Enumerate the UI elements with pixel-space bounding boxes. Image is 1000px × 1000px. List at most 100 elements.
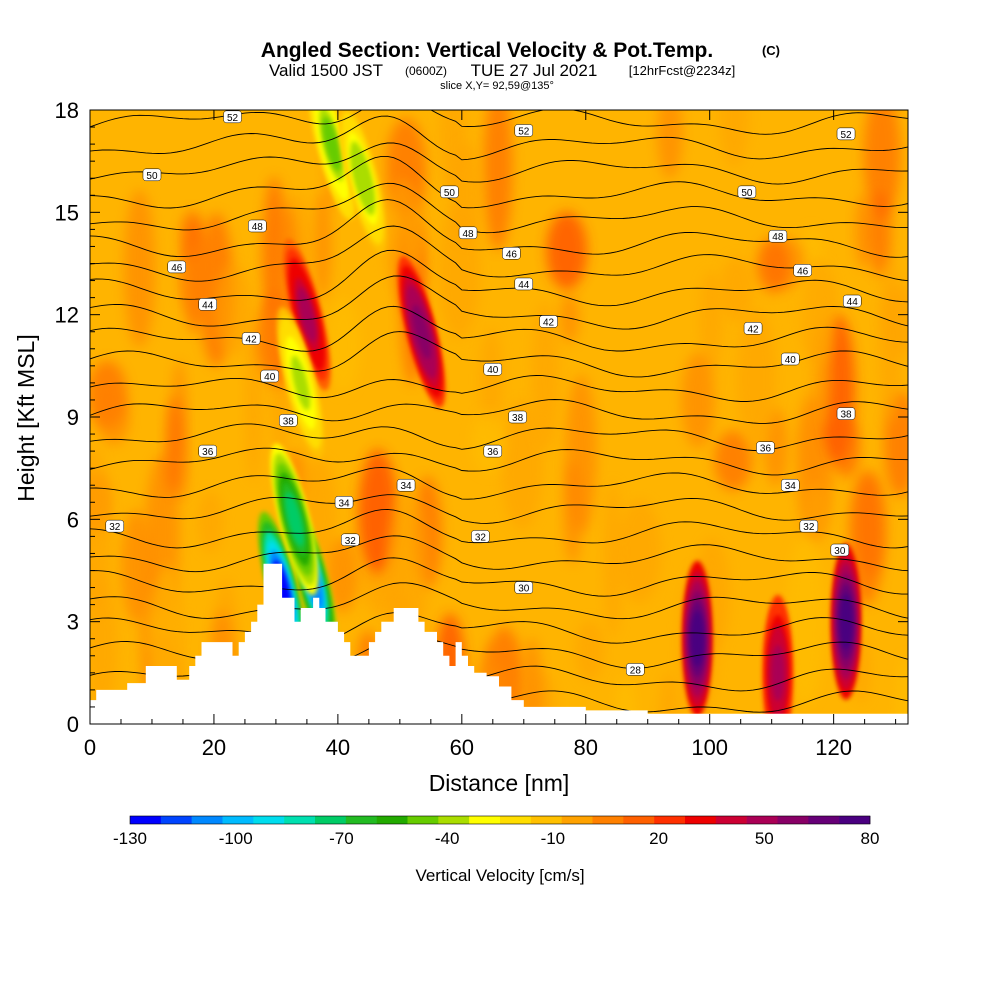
svg-text:46: 46 xyxy=(506,249,518,260)
svg-text:46: 46 xyxy=(797,266,809,277)
x-tick-label: 120 xyxy=(815,735,852,760)
velocity-patch xyxy=(863,110,901,219)
x-tick-label: 40 xyxy=(326,735,350,760)
isentrope-line xyxy=(90,115,908,161)
isentrope-line xyxy=(90,508,908,549)
isentrope-label: 46 xyxy=(502,247,521,260)
isentrope-label: 40 xyxy=(483,362,503,376)
forecast-label: [12hrFcst@2234z] xyxy=(629,63,735,78)
isentrope-line xyxy=(90,535,908,573)
velocity-patch xyxy=(479,328,503,432)
isentrope-label: 42 xyxy=(241,332,261,346)
isentrope-label: 38 xyxy=(836,407,856,421)
isentrope-label: 52 xyxy=(223,110,242,124)
colorbar-frame xyxy=(129,815,871,825)
isentrope-label: 34 xyxy=(781,478,800,492)
isentrope-label: 50 xyxy=(142,168,162,182)
x-tick-label: 60 xyxy=(450,735,474,760)
isentrope-label: 44 xyxy=(198,298,217,311)
velocity-patch xyxy=(123,189,156,348)
velocity-patch xyxy=(120,509,152,624)
isentrope-label: 44 xyxy=(842,294,862,308)
isentrope-line xyxy=(90,142,908,185)
velocity-patch xyxy=(165,396,184,495)
velocity-cell xyxy=(322,116,342,172)
y-tick-label: 15 xyxy=(55,200,79,225)
svg-text:50: 50 xyxy=(444,188,456,199)
isentrope-label: 48 xyxy=(248,219,267,233)
isentrope-label: 42 xyxy=(743,322,763,335)
slice-label: slice X,Y= 92,59@135° xyxy=(440,80,554,92)
svg-text:32: 32 xyxy=(803,522,815,533)
isentrope-label: 32 xyxy=(471,530,490,543)
velocity-cell xyxy=(297,287,317,342)
colorbar-tick-label: -70 xyxy=(329,829,354,848)
velocity-patch xyxy=(785,536,825,707)
isentrope-label: 30 xyxy=(830,543,850,557)
velocity-patch xyxy=(681,352,715,449)
colorbar-tick-label: -40 xyxy=(435,829,460,848)
colorbar-swatch xyxy=(191,816,223,824)
isentrope-line xyxy=(90,225,908,282)
colorbar-swatch xyxy=(685,816,717,824)
x-tick-label: 100 xyxy=(691,735,728,760)
svg-text:38: 38 xyxy=(283,416,295,427)
isentrope-line xyxy=(90,494,908,524)
isentrope-label: 40 xyxy=(260,369,279,383)
colorbar-swatch xyxy=(438,816,470,824)
isentrope-label: 50 xyxy=(737,185,757,199)
colorbar-swatch xyxy=(315,816,347,824)
svg-text:48: 48 xyxy=(772,232,784,243)
velocity-patch xyxy=(868,190,892,277)
colorbar-swatch xyxy=(561,816,593,824)
colorbar-tick-label: -10 xyxy=(541,829,566,848)
colorbar-swatch xyxy=(469,816,501,824)
velocity-cell xyxy=(690,610,704,667)
isentrope-label: 30 xyxy=(514,581,534,595)
colorbar-swatch xyxy=(592,816,624,824)
velocity-patch xyxy=(313,189,332,300)
y-tick-label: 18 xyxy=(55,98,79,123)
isentrope-label: 52 xyxy=(836,127,856,141)
velocity-patch xyxy=(501,400,543,530)
colorbar-swatch xyxy=(808,816,840,824)
isentrope-label: 44 xyxy=(514,277,534,291)
x-axis-label: Distance [nm] xyxy=(429,770,570,796)
x-tick-label: 80 xyxy=(574,735,598,760)
velocity-patch xyxy=(737,309,776,450)
velocity-patch xyxy=(358,449,398,573)
svg-text:48: 48 xyxy=(462,229,474,240)
velocity-features xyxy=(258,110,862,724)
x-axis: 0 20 40 60 80 100 120 xyxy=(84,110,897,760)
colorbar-tick-label: -130 xyxy=(113,829,147,848)
colorbar-swatch xyxy=(715,816,747,824)
colorbar-swatch xyxy=(284,816,316,824)
isentrope-label: 32 xyxy=(341,533,360,547)
chart-title: Angled Section: Vertical Velocity & Pot.… xyxy=(261,39,713,62)
isentrope-label: 40 xyxy=(781,352,800,366)
colorbar-swatch xyxy=(777,816,809,824)
isentrope-label: 36 xyxy=(483,444,503,458)
svg-text:28: 28 xyxy=(630,665,642,676)
colorbar xyxy=(129,815,871,825)
chart-title-unit: (C) xyxy=(762,43,780,58)
velocity-cell xyxy=(771,644,785,701)
velocity-cell xyxy=(839,593,853,650)
svg-text:50: 50 xyxy=(741,188,753,199)
isentrope-labels: 52 52 52 50 50 50 48 48 48 46 46 46 44 44 44 42 42 42 40 40… xyxy=(105,110,862,676)
velocity-patch xyxy=(832,417,861,478)
svg-text:36: 36 xyxy=(760,444,772,455)
colorbar-tick-label: 50 xyxy=(755,829,774,848)
isentrope-label: 38 xyxy=(279,414,298,427)
svg-text:44: 44 xyxy=(518,280,530,291)
isentrope-label: 48 xyxy=(768,229,788,243)
colorbar-swatch xyxy=(530,816,562,824)
isentrope-label: 36 xyxy=(198,444,217,458)
isentrope-line xyxy=(90,249,908,307)
svg-text:36: 36 xyxy=(487,447,499,458)
svg-text:34: 34 xyxy=(400,481,412,492)
svg-text:40: 40 xyxy=(487,365,499,376)
velocity-patch xyxy=(326,537,359,613)
isentrope-line xyxy=(90,582,908,620)
